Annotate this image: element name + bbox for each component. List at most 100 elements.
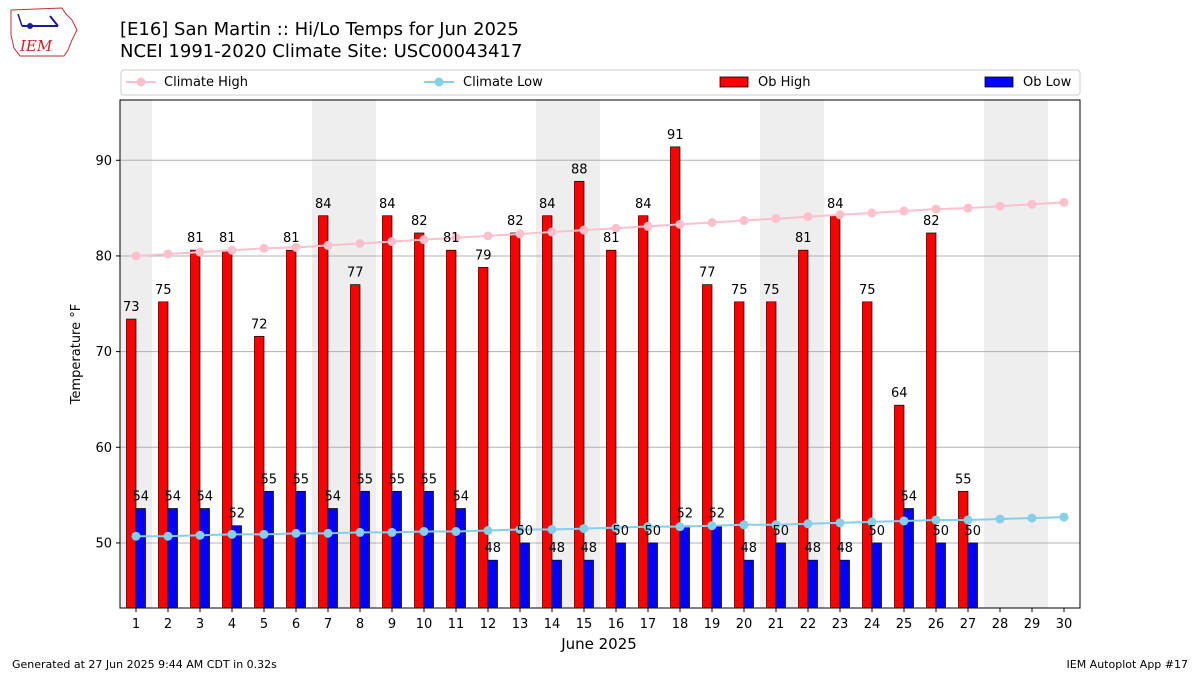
ob-high-bar-day-7 [318, 215, 329, 609]
climate-low-marker-day-22 [803, 519, 813, 529]
ob-low-bar-day-19 [711, 525, 722, 609]
climate-high-marker-day-14 [547, 227, 557, 237]
climate-high-marker-day-8 [355, 239, 365, 249]
ob-high-bar-day-13 [510, 232, 521, 609]
x-tick-label-9: 9 [388, 617, 396, 632]
ob-high-bar-day-3 [190, 249, 201, 609]
ob-low-label-day-1: 54 [132, 490, 149, 505]
ob-high-bar-day-6 [286, 249, 297, 609]
ob-high-label-day-11: 81 [443, 231, 460, 246]
x-tick-label-20: 20 [736, 617, 753, 632]
x-tick-label-16: 16 [608, 617, 625, 632]
y-tick-label-80: 80 [95, 249, 112, 264]
x-tick-label-28: 28 [992, 617, 1009, 632]
chart-title-line2: NCEI 1991-2020 Climate Site: USC00043417 [120, 41, 522, 62]
x-tick-label-15: 15 [576, 617, 593, 632]
ob-low-bar-day-23 [839, 559, 850, 609]
climate-low-marker-day-26 [931, 515, 941, 525]
climate-high-marker-day-13 [515, 229, 525, 239]
y-axis-label: Temperature °F [69, 304, 84, 405]
x-tick-label-8: 8 [356, 617, 364, 632]
climate-low-marker-day-15 [579, 524, 589, 534]
ob-low-label-day-17: 50 [644, 524, 661, 539]
climate-low-marker-day-20 [739, 520, 749, 530]
chart-title-line1: [E16] San Martin :: Hi/Lo Temps for Jun … [120, 19, 519, 40]
ob-high-label-day-24: 75 [859, 283, 876, 298]
legend-ob-high-swatch [719, 76, 749, 88]
climate-low-marker-day-23 [835, 518, 845, 528]
ob-high-label-day-12: 79 [475, 248, 492, 263]
iem-logo-icon: IEM [10, 7, 78, 57]
ob-high-label-day-23: 84 [827, 197, 844, 212]
ob-low-label-day-27: 50 [964, 524, 981, 539]
plot-frame [119, 99, 1081, 609]
ob-high-label-day-7: 84 [315, 197, 332, 212]
climate-high-marker-day-21 [771, 214, 781, 224]
climate-high-marker-day-1 [131, 251, 141, 261]
ob-low-bar-day-10 [423, 490, 434, 609]
climate-low-marker-day-29 [1027, 513, 1037, 523]
x-tick-label-17: 17 [640, 617, 657, 632]
ob-high-bar-day-2 [158, 301, 169, 609]
ob-low-bar-day-11 [455, 508, 466, 609]
ob-low-bar-day-9 [391, 490, 402, 609]
climate-high-marker-day-27 [963, 203, 973, 213]
climate-high-marker-day-9 [387, 237, 397, 247]
x-tick-label-3: 3 [196, 617, 204, 632]
ob-high-label-day-14: 84 [539, 197, 556, 212]
climate-high-marker-day-18 [675, 219, 685, 229]
climate-low-marker-day-24 [867, 517, 877, 527]
climate-low-marker-day-13 [515, 525, 525, 535]
climate-high-marker-day-19 [707, 217, 717, 227]
ob-low-label-day-21: 50 [772, 524, 789, 539]
climate-low-line [136, 516, 1065, 538]
data-labels: 73 54 75 54 81 54 81 52 72 55 81 55 84 54 77 55 84 55 82 55… [123, 128, 981, 556]
climate-low-marker-day-5 [259, 529, 269, 539]
legend-frame [120, 69, 1081, 96]
climate-low-marker-day-12 [483, 526, 493, 536]
weekend-band-day-29 [1016, 100, 1048, 608]
ob-high-label-day-13: 82 [507, 214, 524, 229]
ob-low-label-day-20: 48 [740, 541, 757, 556]
y-tick-label-90: 90 [95, 154, 112, 169]
x-tick-label-26: 26 [928, 617, 945, 632]
ob-high-label-day-1: 73 [123, 300, 140, 315]
climate-low-marker-day-21 [771, 520, 781, 530]
climate-high-marker-day-20 [739, 216, 749, 226]
legend-climate-low-label: Climate Low [463, 75, 543, 90]
ob-high-bar-day-25 [894, 404, 905, 609]
ob-high-label-day-21: 75 [763, 283, 780, 298]
x-tick-label-22: 22 [800, 617, 817, 632]
climate-high-marker-day-28 [995, 201, 1005, 211]
x-tick-label-5: 5 [260, 617, 268, 632]
ob-high-bar-day-24 [862, 301, 873, 609]
climate-low-marker-day-27 [963, 515, 973, 525]
ob-high-label-day-17: 84 [635, 197, 652, 212]
ob-high-bar-day-16 [606, 249, 617, 609]
ob-high-label-day-10: 82 [411, 214, 428, 229]
ob-low-bar-day-8 [359, 490, 370, 609]
climate-low-marker-day-6 [291, 528, 301, 538]
climate-high-marker-day-5 [259, 243, 269, 253]
climate-high-marker-day-7 [323, 240, 333, 250]
ob-high-bar-day-10 [414, 232, 425, 609]
ob-low-label-day-22: 48 [804, 541, 821, 556]
ob-high-label-day-27: 55 [955, 472, 972, 487]
ob-high-bar-day-17 [638, 215, 649, 609]
x-tick-label-13: 13 [512, 617, 529, 632]
ob-high-label-day-26: 82 [923, 214, 940, 229]
ob-low-label-day-10: 55 [420, 472, 437, 487]
x-tick-label-29: 29 [1024, 617, 1041, 632]
x-tick-label-27: 27 [960, 617, 977, 632]
ob-low-bar-day-21 [775, 542, 786, 609]
legend-ob-low-label: Ob Low [1023, 75, 1072, 90]
ob-low-bar-day-12 [487, 559, 498, 609]
ob-low-bar-day-22 [807, 559, 818, 609]
ob-low-label-day-15: 48 [580, 541, 597, 556]
ob-high-label-day-18: 91 [667, 128, 684, 143]
climate-low-marker-day-11 [451, 526, 461, 536]
climate-low-marker-day-4 [227, 529, 237, 539]
x-tick-label-23: 23 [832, 617, 849, 632]
